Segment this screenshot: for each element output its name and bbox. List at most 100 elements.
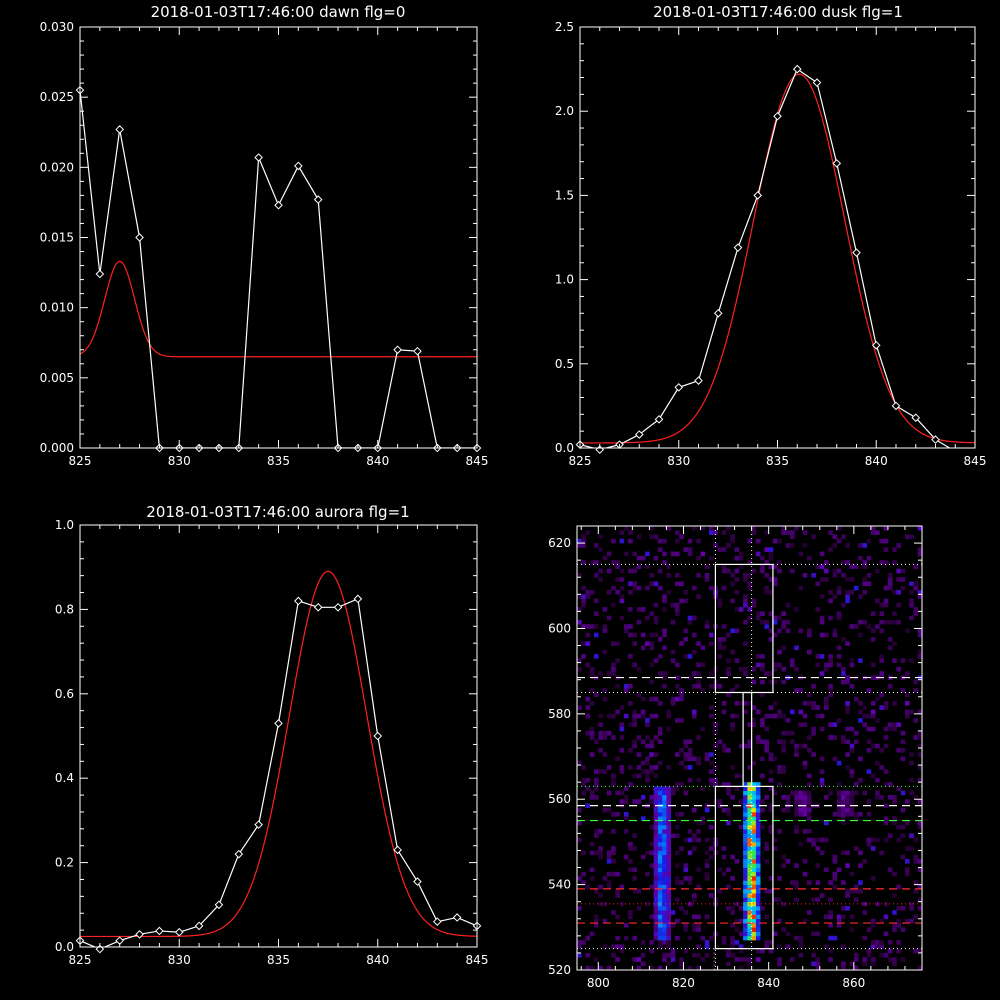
- heatmap-cell: [662, 684, 667, 689]
- heatmap-cell: [662, 551, 667, 557]
- heatmap-cell: [662, 888, 667, 894]
- heatmap-cell: [755, 888, 761, 894]
- heatmap-cell: [606, 551, 612, 557]
- heatmap-cell: [751, 841, 757, 847]
- heatmap-cell: [785, 543, 791, 548]
- heatmap-cell: [683, 837, 689, 843]
- heatmap-cell: [751, 863, 757, 868]
- heatmap-cell: [581, 782, 586, 787]
- heatmap-cell: [696, 944, 701, 949]
- heatmap-cell: [649, 769, 654, 774]
- heatmap-cell: [781, 526, 786, 531]
- heatmap-cell: [653, 876, 659, 881]
- heatmap-cell: [858, 543, 863, 548]
- heatmap-cell: [577, 607, 582, 612]
- heatmap-cell: [662, 893, 667, 898]
- heatmap-cell: [836, 585, 842, 591]
- heatmap-cell: [581, 543, 586, 548]
- heatmap-cell: [657, 876, 663, 881]
- heatmap-cell: [696, 735, 701, 740]
- heatmap-cell: [747, 906, 752, 911]
- heatmap-cell: [704, 624, 710, 629]
- heatmap-cell: [692, 952, 697, 958]
- heatmap-cell: [807, 748, 812, 753]
- heatmap-cell: [815, 880, 821, 885]
- heatmap-cell: [653, 619, 659, 625]
- heatmap-cell: [738, 948, 744, 954]
- heatmap-cell: [768, 807, 774, 813]
- heatmap-x-tick-label: 860: [842, 976, 865, 990]
- heatmap-cell: [577, 944, 582, 949]
- heatmap-cell: [717, 598, 723, 604]
- heatmap-cell: [917, 799, 923, 804]
- heatmap-cell: [730, 910, 735, 915]
- heatmap-cell: [598, 829, 603, 834]
- heatmap-cell: [917, 654, 923, 659]
- heatmap-cell: [666, 573, 671, 578]
- heatmap-cell: [636, 555, 642, 561]
- heatmap-cell: [802, 799, 808, 804]
- heatmap-cell: [747, 859, 752, 864]
- heatmap-cell: [589, 590, 595, 595]
- heatmap-cell: [619, 615, 625, 621]
- heatmap-cell: [862, 577, 867, 582]
- heatmap-cell: [913, 859, 919, 864]
- heatmap-cell: [611, 952, 616, 958]
- heatmap-cell: [755, 893, 761, 898]
- heatmap-cell: [883, 598, 889, 604]
- heatmap-cell: [696, 820, 701, 826]
- dusk-x-tick-label: 825: [569, 454, 592, 468]
- heatmap-cell: [632, 935, 637, 941]
- heatmap-cell: [794, 824, 799, 830]
- heatmap-cell: [606, 807, 612, 813]
- heatmap-cell: [887, 619, 893, 625]
- heatmap-cell: [755, 611, 761, 616]
- heatmap-cell: [879, 940, 884, 945]
- heatmap-cell: [594, 914, 599, 920]
- heatmap-cell: [657, 568, 663, 574]
- heatmap-cell: [777, 765, 782, 770]
- heatmap-cell: [696, 867, 701, 873]
- heatmap-cell: [640, 854, 646, 860]
- heatmap-cell: [781, 863, 786, 868]
- heatmap-cell: [807, 829, 812, 834]
- heatmap-cell: [632, 743, 637, 749]
- heatmap-cell: [721, 709, 727, 715]
- heatmap-cell: [900, 927, 906, 932]
- heatmap-cell: [623, 684, 629, 689]
- heatmap-cell: [666, 918, 671, 924]
- heatmap-cell: [581, 585, 586, 591]
- heatmap-cell: [615, 944, 620, 949]
- heatmap-cell: [785, 944, 791, 949]
- heatmap-cell: [781, 765, 786, 770]
- heatmap-cell: [730, 944, 735, 949]
- heatmap-cell: [628, 914, 633, 920]
- heatmap-cell: [853, 564, 859, 569]
- heatmap-cell: [875, 760, 880, 766]
- heatmap-cell: [751, 812, 757, 817]
- heatmap-cell: [743, 602, 748, 608]
- dawn-y-tick-label: 0.015: [40, 231, 74, 245]
- aurora-y-tick-label: 0.6: [55, 687, 74, 701]
- heatmap-cell: [790, 530, 795, 535]
- heatmap-cell: [666, 871, 671, 877]
- heatmap-cell: [862, 722, 867, 727]
- heatmap-cell: [662, 671, 667, 676]
- heatmap-cell: [717, 645, 723, 651]
- heatmap-cell: [645, 760, 650, 766]
- heatmap-cell: [747, 607, 752, 612]
- heatmap-cell: [657, 880, 663, 885]
- heatmap-cell: [879, 538, 884, 544]
- heatmap-cell: [734, 859, 740, 864]
- heatmap-cell: [734, 786, 740, 791]
- heatmap-cell: [815, 846, 821, 851]
- heatmap-cell: [849, 812, 855, 817]
- heatmap-cell: [645, 756, 650, 762]
- heatmap-cell: [849, 726, 855, 732]
- heatmap-cell: [696, 914, 701, 920]
- heatmap-cell: [628, 624, 633, 629]
- heatmap-cell: [717, 684, 723, 689]
- heatmap-cell: [917, 752, 923, 757]
- heatmap-cell: [892, 957, 897, 962]
- heatmap-cell: [632, 799, 637, 804]
